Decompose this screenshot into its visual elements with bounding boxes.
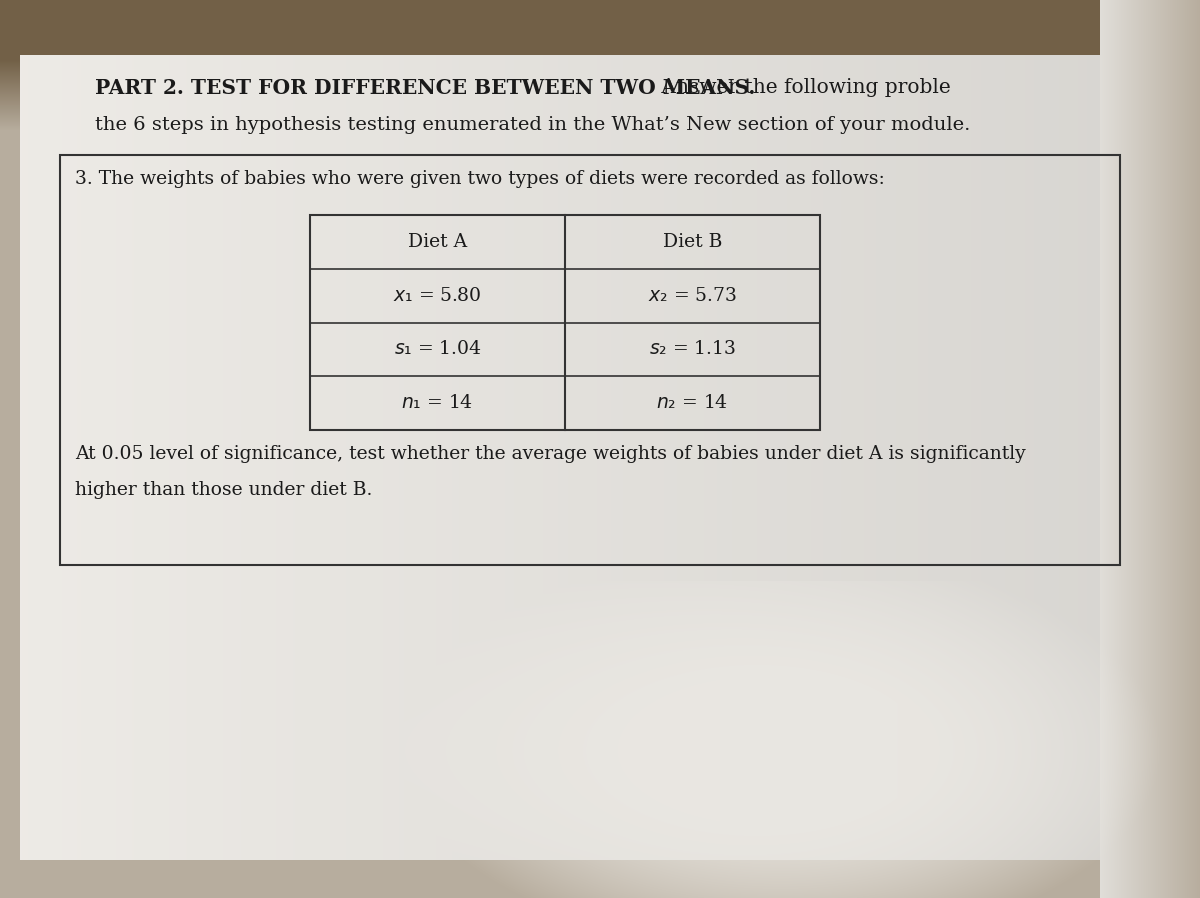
Text: Answer the following proble: Answer the following proble (655, 78, 950, 97)
Text: higher than those under diet B.: higher than those under diet B. (74, 481, 372, 499)
Text: Diet A: Diet A (408, 233, 467, 251)
Text: $n₂$ = 14: $n₂$ = 14 (656, 394, 728, 412)
Text: $s₁$ = 1.04: $s₁$ = 1.04 (394, 340, 481, 358)
Text: At 0.05 level of significance, test whether the average weights of babies under : At 0.05 level of significance, test whet… (74, 445, 1026, 463)
Text: $x₂$ = 5.73: $x₂$ = 5.73 (648, 286, 737, 304)
Text: $n₁$ = 14: $n₁$ = 14 (402, 394, 474, 412)
Bar (310, 215, 820, 430)
Text: 3. The weights of babies who were given two types of diets were recorded as foll: 3. The weights of babies who were given … (74, 170, 884, 188)
Bar (60, 155, 1120, 565)
Text: $x₁$ = 5.80: $x₁$ = 5.80 (394, 286, 482, 304)
Text: Diet B: Diet B (662, 233, 722, 251)
Text: the 6 steps in hypothesis testing enumerated in the What’s New section of your m: the 6 steps in hypothesis testing enumer… (95, 116, 971, 134)
Text: $s₂$ = 1.13: $s₂$ = 1.13 (649, 340, 736, 358)
Text: PART 2. TEST FOR DIFFERENCE BETWEEN TWO MEANS.: PART 2. TEST FOR DIFFERENCE BETWEEN TWO … (95, 78, 755, 98)
